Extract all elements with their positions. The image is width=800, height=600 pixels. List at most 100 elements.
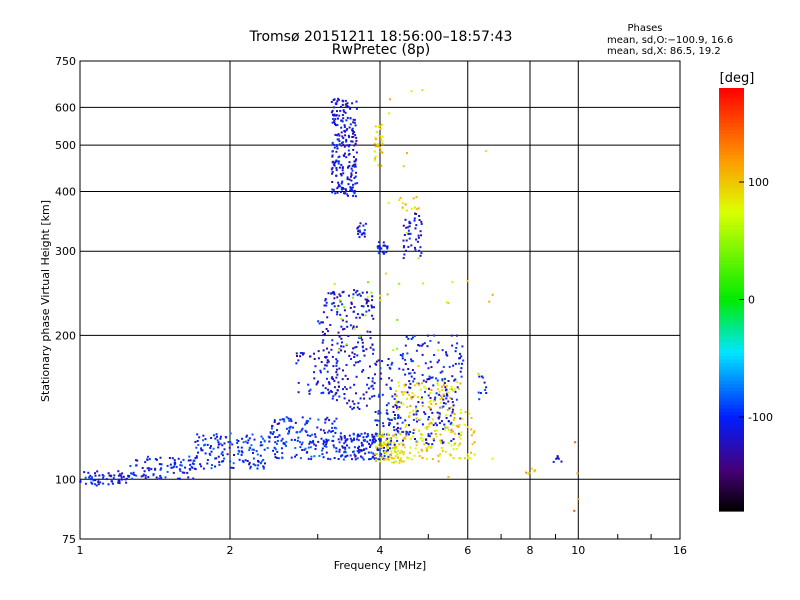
colorbar-segment — [719, 243, 744, 248]
data-point — [299, 446, 302, 449]
data-point — [404, 358, 407, 361]
data-point — [383, 450, 385, 453]
data-point — [373, 150, 376, 153]
colorbar-segment — [719, 334, 744, 339]
data-point — [331, 170, 334, 173]
x-tick-label: 8 — [527, 544, 534, 557]
data-point — [341, 378, 344, 381]
data-point — [458, 362, 461, 365]
data-point — [381, 393, 384, 396]
data-point — [435, 377, 438, 380]
data-point — [417, 207, 420, 210]
data-point — [402, 444, 405, 447]
data-point — [450, 439, 453, 442]
data-point — [404, 344, 407, 347]
data-point — [393, 457, 396, 460]
data-point — [322, 349, 325, 352]
data-point — [359, 334, 362, 337]
data-point — [332, 117, 334, 120]
data-point — [397, 415, 400, 418]
data-point — [406, 391, 409, 394]
data-point — [352, 432, 355, 435]
data-point — [394, 455, 397, 458]
data-point — [314, 435, 317, 438]
data-point — [418, 344, 421, 347]
data-point — [152, 473, 155, 476]
data-point — [305, 451, 308, 454]
data-point — [215, 457, 218, 460]
colorbar-tick-label: -100 — [748, 411, 773, 424]
data-point — [362, 305, 365, 308]
data-point — [378, 393, 381, 396]
data-point — [336, 123, 339, 126]
data-point — [382, 244, 385, 247]
data-point — [459, 442, 462, 445]
data-point — [216, 435, 218, 438]
data-point — [477, 372, 480, 375]
data-point — [335, 145, 338, 148]
data-point — [415, 238, 418, 241]
data-point — [330, 101, 333, 103]
data-point — [421, 450, 424, 453]
data-point — [448, 365, 451, 368]
data-point — [252, 452, 254, 454]
data-point — [144, 474, 147, 477]
colorbar-segment — [719, 95, 744, 100]
data-point — [382, 425, 385, 428]
data-point — [335, 144, 338, 146]
data-point — [383, 446, 385, 449]
data-point — [350, 172, 353, 175]
data-point — [310, 441, 313, 444]
data-point — [324, 332, 326, 335]
data-point — [467, 456, 470, 459]
data-point — [436, 388, 439, 391]
data-point — [473, 453, 476, 456]
data-point — [384, 244, 387, 247]
data-point — [221, 454, 224, 457]
data-point — [446, 354, 449, 357]
data-point — [180, 464, 183, 467]
data-point — [402, 393, 405, 396]
data-point — [331, 355, 334, 358]
data-point — [451, 411, 454, 413]
data-point — [236, 442, 239, 444]
data-point — [461, 345, 464, 348]
data-point — [388, 454, 391, 457]
data-point — [373, 435, 376, 438]
data-point — [223, 457, 226, 460]
data-point — [238, 458, 241, 461]
data-point — [325, 418, 327, 421]
data-point — [451, 281, 454, 284]
data-point — [346, 454, 349, 457]
data-point — [421, 404, 424, 407]
data-point — [339, 173, 342, 175]
data-point — [129, 465, 132, 467]
data-point — [430, 403, 433, 405]
data-point — [451, 375, 454, 378]
data-point — [319, 369, 322, 372]
data-point — [319, 371, 322, 374]
data-point — [349, 189, 352, 192]
data-point — [437, 454, 440, 457]
data-point — [379, 127, 382, 130]
data-point — [389, 388, 392, 390]
data-point — [380, 138, 382, 141]
data-point — [176, 477, 179, 480]
data-point — [204, 443, 206, 446]
data-point — [401, 206, 404, 209]
data-point — [334, 123, 336, 125]
data-point — [431, 458, 434, 461]
data-point — [417, 344, 420, 346]
data-point — [325, 438, 328, 441]
data-point — [416, 240, 419, 243]
data-point — [325, 445, 328, 448]
data-point — [407, 245, 410, 248]
colorbar-segment — [719, 257, 744, 262]
data-point — [297, 436, 300, 439]
data-point — [326, 361, 329, 364]
data-point — [416, 396, 419, 398]
data-point — [326, 416, 329, 419]
data-point — [443, 382, 446, 384]
data-point — [365, 447, 368, 450]
